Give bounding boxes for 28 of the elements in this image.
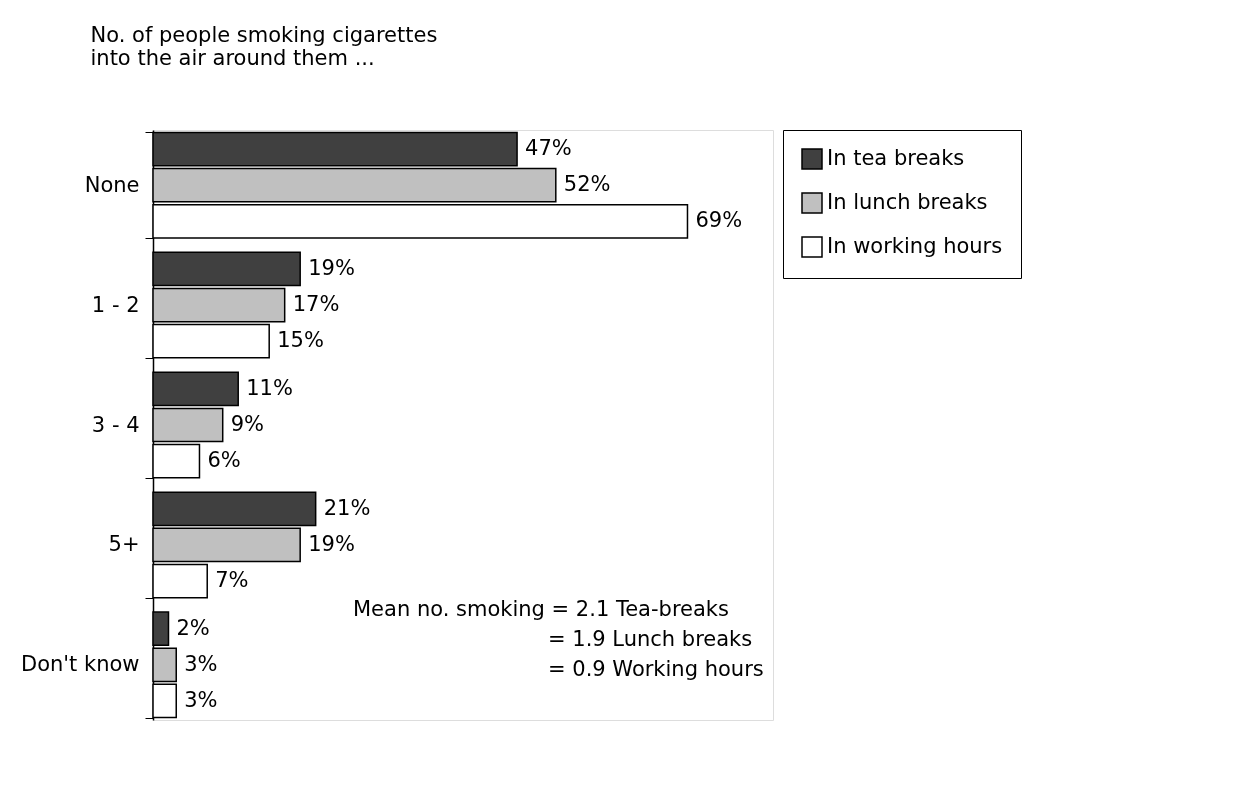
annotation: = 1.9 Lunch breaks [548,627,753,651]
data-label: 11% [246,375,293,400]
annotation: Mean no. smoking = 2.1 Tea-breaks [353,597,729,621]
y-tick-label: Don't know [20,652,140,677]
data-label: 19% [308,255,355,280]
annotation: = 0.9 Working hours [548,657,764,681]
data-label: 52% [563,172,611,197]
data-label: 6% [207,448,241,473]
legend-label: In tea breaks [827,146,965,170]
data-label: 2% [176,615,210,640]
data-label: 7% [215,568,249,593]
y-tick-label: 3 - 4 [91,412,140,437]
y-tick-label: 1 - 2 [91,292,140,317]
data-label: 9% [230,412,265,436]
y-tick-label: None [84,172,140,197]
data-label: 3% [184,687,218,712]
legend-label: In lunch breaks [827,190,988,214]
legend-label: In working hours [827,234,1003,258]
text: No. of people smoking cigarettes [90,23,438,47]
text: into the air around them ... [90,46,375,70]
data-label: 47% [525,136,572,161]
data-label: 69% [695,208,743,233]
data-label: 21% [323,495,371,520]
data-label: 3% [184,651,218,676]
data-label: 19% [308,531,355,556]
y-tick-label: 5+ [108,532,140,557]
data-label: 15% [277,328,324,353]
data-label: 17% [292,292,340,317]
